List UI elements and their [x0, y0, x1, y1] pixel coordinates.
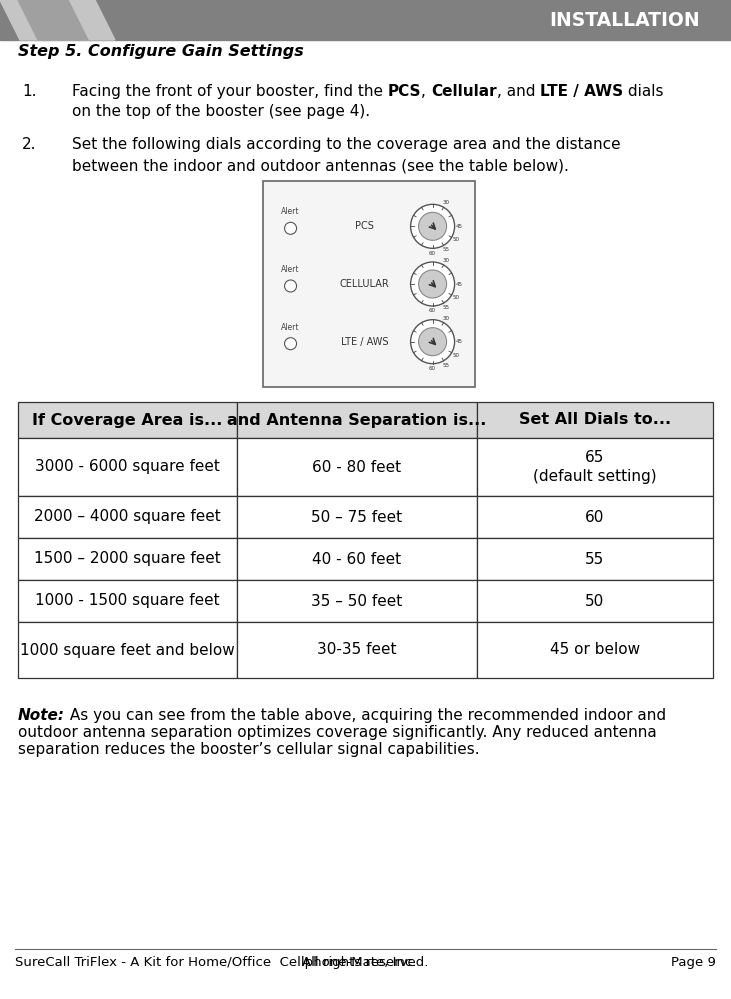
- Text: 1000 square feet and below: 1000 square feet and below: [20, 642, 235, 657]
- Text: Alert: Alert: [281, 323, 300, 332]
- Text: 30: 30: [442, 201, 450, 206]
- Text: 50: 50: [452, 238, 460, 243]
- Text: 45: 45: [456, 340, 463, 345]
- Text: on the top of the booster (see page 4).: on the top of the booster (see page 4).: [72, 104, 370, 119]
- Polygon shape: [18, 0, 88, 40]
- Bar: [477, 538, 713, 580]
- Text: 55: 55: [442, 363, 450, 368]
- Text: Note:: Note:: [18, 708, 65, 723]
- Text: 50: 50: [452, 353, 460, 358]
- Text: 45 or below: 45 or below: [550, 642, 640, 657]
- Text: Step 5. Configure Gain Settings: Step 5. Configure Gain Settings: [18, 44, 304, 59]
- Text: and Antenna Separation is...: and Antenna Separation is...: [227, 413, 487, 428]
- Bar: [477, 402, 713, 438]
- Text: 1.: 1.: [22, 84, 37, 99]
- Text: 50: 50: [452, 295, 460, 300]
- Text: 60: 60: [585, 509, 605, 524]
- Bar: [237, 496, 477, 538]
- Text: Alert: Alert: [281, 208, 300, 217]
- Bar: [18, 580, 237, 622]
- Bar: [18, 402, 237, 438]
- Circle shape: [411, 205, 455, 249]
- Text: Cellular: Cellular: [431, 84, 497, 99]
- Text: 55: 55: [586, 551, 605, 566]
- Circle shape: [284, 280, 297, 292]
- Bar: [0, 0, 731, 40]
- Circle shape: [284, 338, 297, 350]
- Text: dials: dials: [624, 84, 664, 99]
- Text: ,: ,: [421, 84, 431, 99]
- Text: Alert: Alert: [281, 265, 300, 274]
- Bar: [477, 438, 713, 496]
- Text: PCS: PCS: [355, 222, 374, 232]
- Text: Facing the front of your booster, find the: Facing the front of your booster, find t…: [72, 84, 388, 99]
- Text: 55: 55: [442, 305, 450, 310]
- Text: 30: 30: [442, 316, 450, 321]
- Text: 30-35 feet: 30-35 feet: [317, 642, 396, 657]
- Bar: [237, 438, 477, 496]
- Text: 40 - 60 feet: 40 - 60 feet: [312, 551, 401, 566]
- Text: 50: 50: [586, 593, 605, 608]
- Text: 60: 60: [429, 309, 436, 314]
- Text: 45: 45: [456, 224, 463, 229]
- Text: PCS: PCS: [388, 84, 421, 99]
- Circle shape: [419, 213, 447, 241]
- Text: 1000 - 1500 square feet: 1000 - 1500 square feet: [35, 593, 220, 608]
- Text: 30: 30: [442, 258, 450, 263]
- Text: INSTALLATION: INSTALLATION: [550, 11, 700, 30]
- Text: 65
(default setting): 65 (default setting): [533, 450, 656, 485]
- Text: If Coverage Area is...: If Coverage Area is...: [32, 413, 223, 428]
- Text: All rights reserved.: All rights reserved.: [302, 956, 428, 969]
- Text: LTE / AWS: LTE / AWS: [540, 84, 624, 99]
- Circle shape: [419, 270, 447, 298]
- Text: Page 9: Page 9: [671, 956, 716, 969]
- Text: 2000 – 4000 square feet: 2000 – 4000 square feet: [34, 509, 221, 524]
- Text: 3000 - 6000 square feet: 3000 - 6000 square feet: [35, 460, 220, 475]
- Bar: [477, 496, 713, 538]
- Bar: [18, 538, 237, 580]
- Polygon shape: [0, 0, 115, 40]
- Bar: [237, 622, 477, 678]
- Text: outdoor antenna separation optimizes coverage significantly. Any reduced antenna: outdoor antenna separation optimizes cov…: [18, 725, 656, 740]
- Circle shape: [284, 223, 297, 235]
- Circle shape: [419, 328, 447, 356]
- Bar: [18, 438, 237, 496]
- Text: 55: 55: [442, 247, 450, 252]
- Bar: [263, 181, 475, 387]
- Circle shape: [411, 262, 455, 306]
- Text: 2.: 2.: [22, 137, 37, 152]
- Bar: [18, 622, 237, 678]
- Bar: [477, 580, 713, 622]
- Bar: [18, 496, 237, 538]
- Text: 60: 60: [429, 367, 436, 372]
- Bar: [237, 402, 477, 438]
- Text: 45: 45: [456, 282, 463, 287]
- Text: As you can see from the table above, acquiring the recommended indoor and: As you can see from the table above, acq…: [65, 708, 666, 723]
- Text: separation reduces the booster’s cellular signal capabilities.: separation reduces the booster’s cellula…: [18, 742, 480, 757]
- Bar: [237, 538, 477, 580]
- Text: , and: , and: [497, 84, 540, 99]
- Bar: [477, 622, 713, 678]
- Text: Set All Dials to...: Set All Dials to...: [519, 413, 671, 428]
- Text: 1500 – 2000 square feet: 1500 – 2000 square feet: [34, 551, 221, 566]
- Circle shape: [411, 320, 455, 364]
- Text: 60 - 80 feet: 60 - 80 feet: [312, 460, 401, 475]
- Text: SureCall TriFlex - A Kit for Home/Office  Cellphone-Mate, Inc.: SureCall TriFlex - A Kit for Home/Office…: [15, 956, 417, 969]
- Text: CELLULAR: CELLULAR: [340, 279, 390, 289]
- Text: 60: 60: [429, 251, 436, 256]
- Bar: [237, 580, 477, 622]
- Text: Set the following dials according to the coverage area and the distance
between : Set the following dials according to the…: [72, 137, 621, 174]
- Text: 35 – 50 feet: 35 – 50 feet: [311, 593, 403, 608]
- Text: 50 – 75 feet: 50 – 75 feet: [311, 509, 402, 524]
- Text: LTE / AWS: LTE / AWS: [341, 337, 388, 347]
